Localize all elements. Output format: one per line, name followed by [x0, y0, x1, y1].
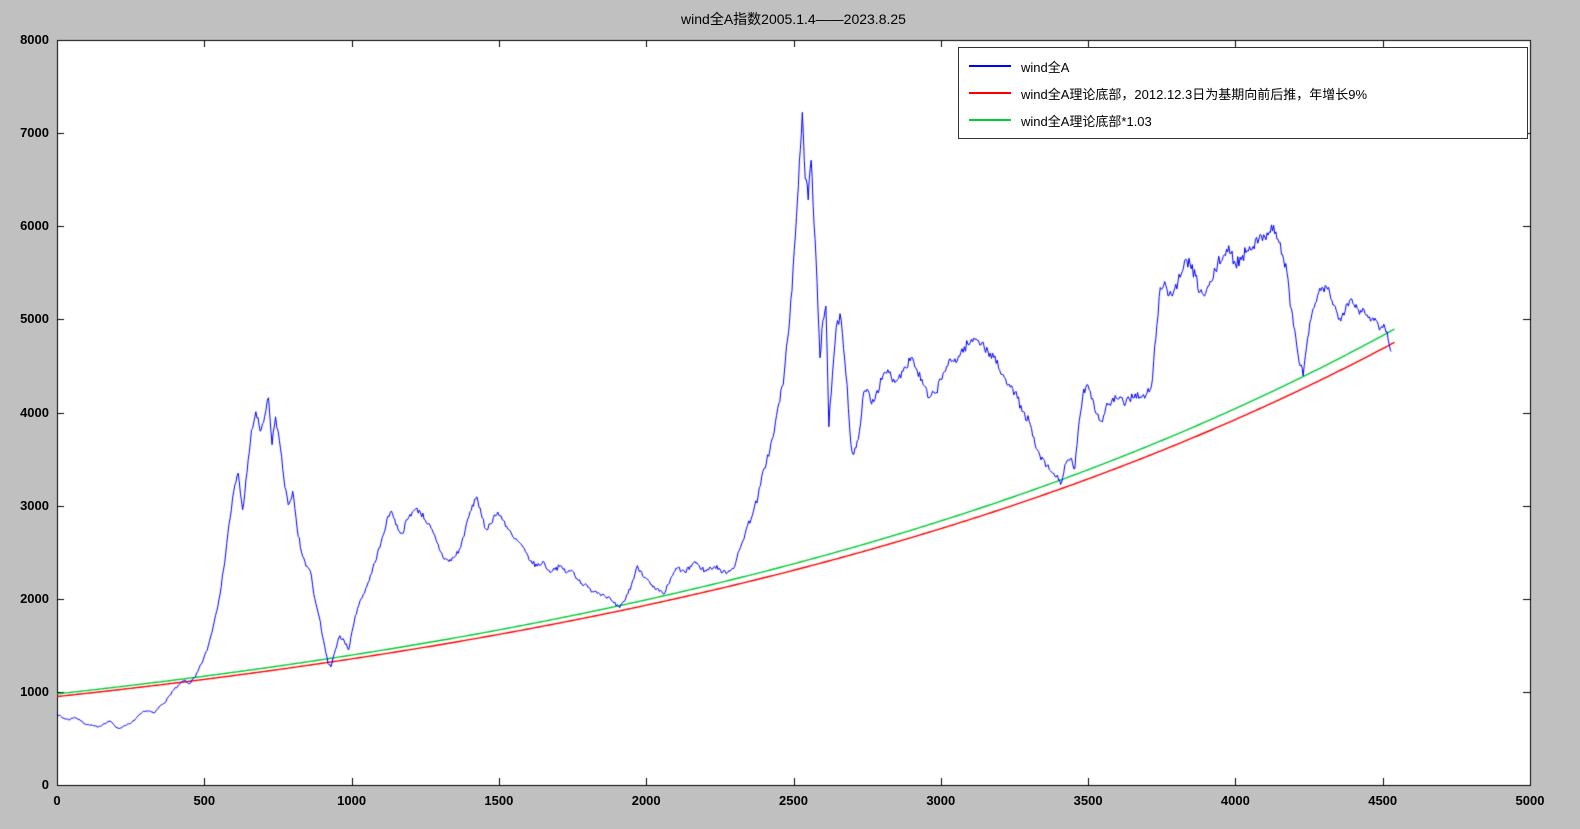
y-tick-label: 6000 — [20, 218, 49, 234]
chart-title: wind全A指数2005.1.4——2023.8.25 — [681, 11, 906, 27]
legend-line-swatch-red — [969, 92, 1011, 94]
legend-label: wind全A理论底部，2012.12.3日为基期向前后推，年增长9% — [1021, 86, 1368, 102]
legend-item: wind全A理论底部，2012.12.3日为基期向前后推，年增长9% — [969, 82, 1517, 104]
y-tick-label: 4000 — [20, 404, 49, 420]
legend-line-swatch-green — [969, 119, 1011, 121]
x-tick-label: 1500 — [484, 793, 514, 808]
legend: wind全A wind全A理论底部，2012.12.3日为基期向前后推，年增长9… — [958, 47, 1528, 139]
y-tick-label: 3000 — [20, 497, 49, 513]
legend-item: wind全A — [969, 55, 1517, 77]
x-tick-label: 5000 — [1515, 793, 1545, 808]
legend-item: wind全A理论底部*1.03 — [969, 109, 1517, 131]
y-tick-label: 1000 — [20, 683, 49, 699]
x-tick-label: 2000 — [631, 793, 661, 808]
y-tick-label: 8000 — [20, 32, 49, 47]
x-tick-label: 500 — [193, 793, 216, 808]
x-tick-label: 4500 — [1368, 793, 1398, 808]
x-tick-label: 3000 — [926, 793, 956, 808]
x-tick-label: 3500 — [1073, 793, 1103, 808]
x-tick-label: 1000 — [337, 793, 367, 808]
x-tick-label: 4000 — [1220, 793, 1250, 808]
y-tick-label: 2000 — [20, 590, 49, 606]
legend-label: wind全A理论底部*1.03 — [1021, 113, 1152, 129]
y-tick-label: 5000 — [20, 311, 49, 327]
x-tick-label: 2500 — [779, 793, 808, 808]
y-tick-label: 0 — [41, 777, 49, 792]
legend-label: wind全A — [1021, 59, 1070, 75]
x-tick-label: 0 — [53, 793, 61, 808]
legend-line-swatch-blue — [969, 65, 1011, 67]
y-tick-label: 7000 — [20, 125, 49, 141]
